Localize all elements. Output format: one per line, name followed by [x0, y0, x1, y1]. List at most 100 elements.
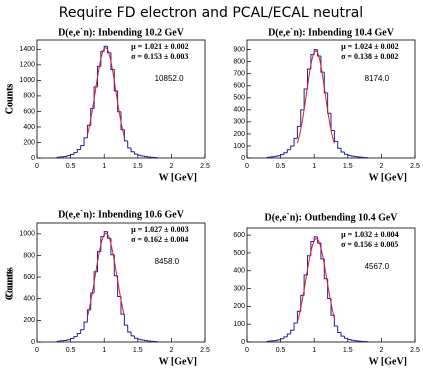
x-axis-label: W [GeV] [159, 356, 197, 367]
fit-curve [296, 50, 335, 144]
y-tick-label: 100 [233, 143, 245, 150]
histogram-bin [76, 333, 81, 337]
histogram-bin [266, 156, 271, 158]
histogram-bin [343, 336, 348, 339]
y-tick-label: 1200 [19, 62, 35, 69]
x-tick-label: 1.5 [133, 163, 143, 170]
histogram-bin [140, 155, 145, 157]
x-tick-label: 0 [35, 347, 39, 354]
panel-title: D(e,e`n): Inbending 10.4 GeV [268, 27, 395, 38]
y-tick-label: 1000 [19, 77, 35, 84]
histogram-bin [110, 52, 115, 70]
x-tick-label: 2 [379, 163, 383, 170]
histogram-bin [303, 88, 308, 110]
panel-title: D(e,e`n): Inbending 10.6 GeV [58, 209, 185, 220]
y-tick-label: 0 [31, 155, 35, 162]
histogram-bin [56, 340, 61, 342]
x-tick-label: 2.5 [200, 163, 210, 170]
y-tick-label: 700 [233, 71, 245, 78]
histogram-bin [327, 92, 331, 114]
plot-frame [246, 39, 416, 159]
y-tick-label: 200 [233, 303, 245, 310]
y-tick-label: 300 [233, 119, 245, 126]
fit-sigma: σ = 0.156 ± 0.005 [341, 240, 398, 249]
panel: D(e,e`n): Inbending 10.4 GeV W [GeV] Count… [4, 27, 420, 183]
x-tick-label: 2 [169, 347, 173, 354]
y-tick-label: 400 [23, 124, 35, 131]
fit-mu: μ = 1.021 ± 0.002 [131, 42, 188, 51]
y-axis-label: Counts [4, 84, 15, 115]
plot-frame [36, 39, 206, 159]
histogram-bin [320, 56, 325, 73]
panel: D(e,e`n): Inbending 10.6 GeV W [GeV] Count… [4, 209, 210, 367]
histogram-bin [340, 332, 345, 337]
histogram-bin [133, 151, 138, 155]
y-tick-label: 800 [233, 59, 245, 66]
y-tick-label: 600 [23, 108, 35, 115]
histogram-bin [343, 151, 348, 155]
x-tick-label: 1.5 [133, 347, 143, 354]
y-axis-label: Counts [4, 270, 15, 301]
histogram-bin [56, 156, 61, 158]
histogram-bin [127, 140, 132, 149]
panel-title: D(e,e`n): Outbending 10.4 GeV [264, 212, 398, 223]
y-tick-label: 800 [23, 252, 35, 259]
histogram-bin [130, 147, 135, 153]
figure-title: Require FD electron and PCAL/ECAL neutra… [59, 5, 363, 21]
histogram-bin [123, 314, 128, 326]
x-tick-label: 1.5 [343, 163, 353, 170]
histogram-bin [347, 338, 352, 341]
histogram-bin [290, 329, 295, 334]
histogram-bin [350, 339, 355, 341]
y-tick-label: 400 [23, 296, 35, 303]
panel: D(e,e`n): Inbending 10.2 GeV W [GeV] Count… [4, 27, 210, 183]
histogram-bin [280, 338, 284, 340]
x-tick-label: 0.5 [66, 347, 76, 354]
entries: 4567.0 [365, 262, 390, 271]
histogram-bin [337, 325, 342, 334]
x-tick-label: 0 [245, 347, 249, 354]
y-tick-label: 600 [233, 83, 245, 90]
histogram-bin [86, 309, 91, 323]
histogram-bin [283, 336, 288, 339]
entries: 10852.0 [155, 74, 184, 83]
y-tick-label: 600 [233, 232, 245, 239]
histogram-bin [300, 109, 305, 127]
x-axis-label: W [GeV] [369, 356, 407, 367]
histogram-bin [333, 130, 338, 142]
histogram-bin [296, 125, 301, 139]
histogram-bin [293, 137, 298, 146]
fit-curve [296, 238, 335, 322]
x-tick-label: 2 [169, 163, 173, 170]
y-tick-label: 400 [233, 107, 245, 114]
x-axis-label: W [GeV] [159, 172, 197, 183]
x-tick-label: 1 [102, 163, 106, 170]
histogram-bin [70, 154, 74, 156]
y-tick-label: 200 [233, 131, 245, 138]
histogram-bin [350, 155, 355, 157]
fit-mu: μ = 1.027 ± 0.003 [131, 225, 188, 234]
plot-frame [246, 227, 416, 343]
histogram-bin [73, 336, 78, 339]
histogram-bin [123, 129, 128, 142]
x-tick-label: 0 [35, 163, 39, 170]
x-tick-label: 1 [312, 163, 316, 170]
y-tick-label: 300 [233, 285, 245, 292]
histogram-bin [130, 332, 135, 337]
x-tick-label: 1 [312, 347, 316, 354]
panel-title: D(e,e`n): Inbending 10.2 GeV [58, 27, 185, 38]
histogram-bin [340, 148, 345, 153]
x-tick-label: 2 [379, 347, 383, 354]
x-tick-label: 0.5 [276, 347, 286, 354]
histogram-bin [113, 69, 118, 92]
y-tick-label: 1000 [19, 231, 35, 238]
fit-curve [86, 232, 125, 317]
histogram-bin [90, 292, 95, 310]
x-tick-label: 2.5 [200, 347, 210, 354]
histogram-bin [76, 148, 81, 153]
histogram-bin [280, 154, 284, 156]
y-tick-label: 0 [241, 339, 245, 346]
histogram-bin [117, 90, 121, 113]
y-tick-label: 1400 [19, 46, 35, 53]
